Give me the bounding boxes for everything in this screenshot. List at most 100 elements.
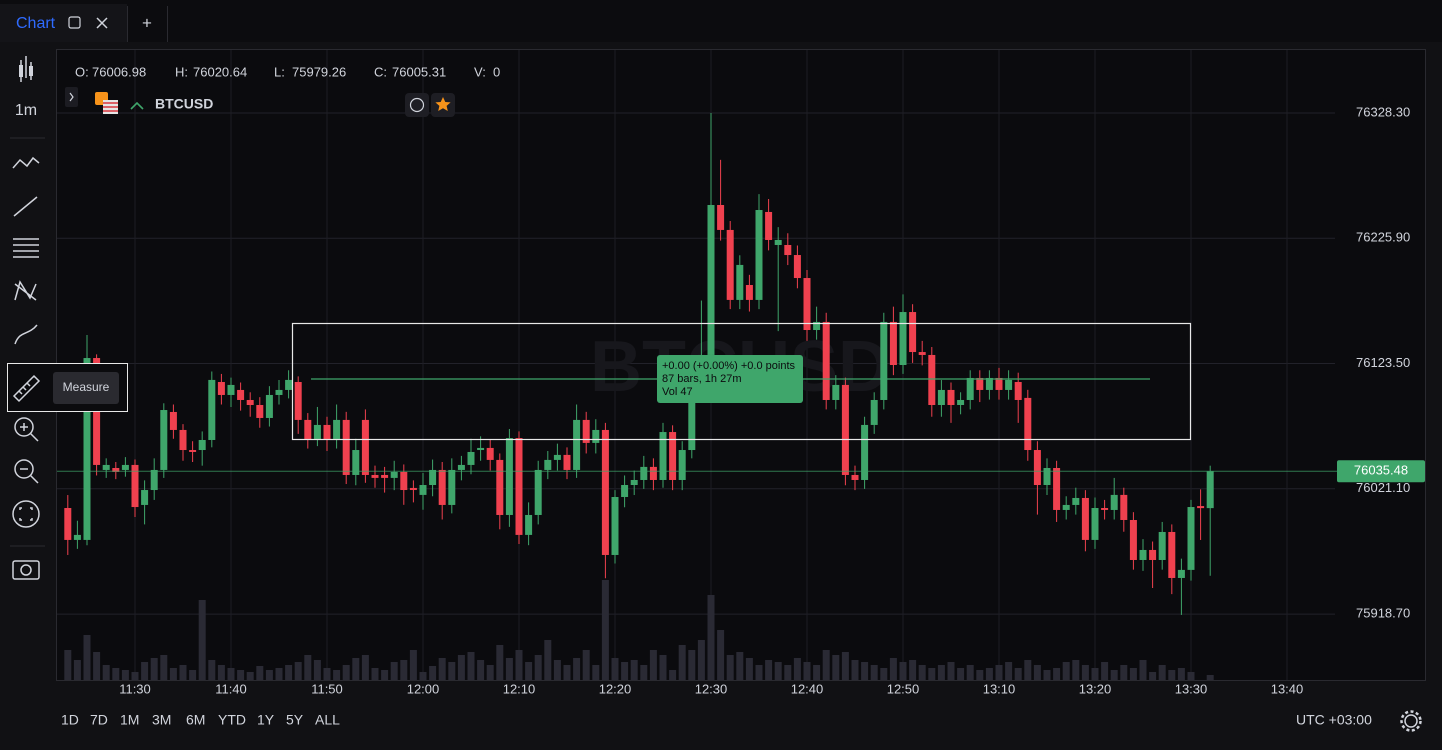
candle-body <box>1081 497 1089 540</box>
volume-bar <box>381 670 389 680</box>
x-tick-label: 12:30 <box>695 681 728 696</box>
volume-bar <box>957 668 965 680</box>
new-tab[interactable]: + <box>142 13 152 32</box>
volume-bar <box>371 668 379 680</box>
candle-body <box>400 471 408 491</box>
candle-body <box>745 284 753 300</box>
volume-bar <box>985 668 993 680</box>
candle-body <box>630 479 638 486</box>
candle-body <box>784 244 792 256</box>
candle-body <box>534 469 542 515</box>
candle-body <box>1129 519 1137 560</box>
volume-bar <box>352 658 360 680</box>
tab[interactable] <box>0 4 127 42</box>
legend-label: H: <box>175 64 188 79</box>
zoom-out-icon[interactable] <box>14 459 34 479</box>
range-button[interactable]: 5Y <box>286 712 304 728</box>
candle-body <box>1120 494 1128 520</box>
x-tick-label: 11:40 <box>215 681 247 696</box>
volume-bar <box>333 670 341 680</box>
range-button[interactable]: 1Y <box>257 712 275 728</box>
info-button[interactable] <box>405 93 429 117</box>
trend-icon[interactable] <box>12 156 40 169</box>
volume-bar <box>294 662 302 680</box>
candle-body <box>813 321 821 331</box>
volume-bar <box>515 650 523 680</box>
candle-body <box>390 471 398 478</box>
volume-bar <box>1024 660 1032 680</box>
settings-icon[interactable] <box>1404 714 1418 728</box>
volume-bar <box>861 662 869 680</box>
volume-bar <box>160 655 168 680</box>
close-icon[interactable] <box>96 17 108 29</box>
legend-label: V: <box>474 64 486 79</box>
tab-title[interactable]: Chart <box>16 15 56 32</box>
volume-bar <box>573 658 581 680</box>
volume-bar <box>361 655 369 680</box>
symbol[interactable]: BTCUSD <box>155 96 213 112</box>
candle-body <box>726 229 734 300</box>
candle-body <box>217 382 225 395</box>
fit-glyph <box>19 507 33 521</box>
collapse-button[interactable] <box>65 87 78 107</box>
volume-bar <box>755 665 763 680</box>
candle-body <box>227 384 235 395</box>
range-button[interactable]: 1M <box>120 712 139 728</box>
volume-bar <box>275 668 283 680</box>
pattern-icon[interactable] <box>14 280 37 301</box>
detach-icon[interactable] <box>68 16 81 29</box>
volume-bar <box>64 650 72 680</box>
zoom-in-icon[interactable] <box>14 417 34 437</box>
timezone[interactable]: UTC +03:00 <box>1296 712 1372 728</box>
up-icon <box>130 101 144 110</box>
candle-body <box>150 469 158 491</box>
y-tick-label: 76225.90 <box>1356 230 1410 245</box>
curve-icon[interactable] <box>14 324 38 345</box>
volume-bar <box>1005 662 1013 680</box>
volume-bar <box>189 670 197 680</box>
volume-bar <box>640 665 648 680</box>
candle-body <box>995 377 1003 390</box>
candle-glyph <box>19 65 23 77</box>
volume-bar <box>313 660 321 680</box>
candle-body <box>457 464 465 470</box>
legend-value: 76005.31 <box>392 64 446 79</box>
price-label: 76035.48 <box>1354 463 1408 478</box>
range-button[interactable]: ALL <box>315 712 340 728</box>
volume-bar <box>285 665 293 680</box>
candle-body <box>717 204 725 230</box>
candle-body <box>803 278 811 331</box>
candle-body <box>208 379 216 440</box>
legend-label: C: <box>374 64 387 79</box>
volume-bar <box>1158 665 1166 680</box>
candle-body <box>438 469 446 505</box>
range-button[interactable]: 1D <box>61 712 79 728</box>
candle-body <box>592 429 600 443</box>
legend-value: 76006.98 <box>92 64 146 79</box>
legend-value: 76020.64 <box>193 64 247 79</box>
volume-bar <box>409 650 417 680</box>
info-icon <box>409 97 425 113</box>
candle-body <box>486 447 494 460</box>
interval[interactable]: 1m <box>15 102 37 119</box>
measure-box[interactable] <box>291 322 1192 441</box>
range-button[interactable]: YTD <box>218 712 246 728</box>
legend-label: L: <box>274 64 285 79</box>
candle-body <box>870 399 878 425</box>
fit-icon[interactable] <box>12 500 40 528</box>
screenshot-icon[interactable] <box>12 560 40 580</box>
x-tick-label: 12:10 <box>503 681 536 696</box>
volume-bar <box>304 655 312 680</box>
candle-body <box>966 377 974 400</box>
range-button[interactable]: 3M <box>152 712 171 728</box>
x-tick-label: 12:50 <box>887 681 920 696</box>
range-button[interactable]: 6M <box>186 712 205 728</box>
fib-icon[interactable] <box>13 238 39 258</box>
candle-body <box>285 379 293 390</box>
volume-bar <box>1053 668 1061 680</box>
zoom-glyph <box>20 423 39 442</box>
volume-bar <box>1129 668 1137 680</box>
line-icon[interactable] <box>13 196 38 217</box>
volume-bar <box>544 640 552 680</box>
range-button[interactable]: 7D <box>90 712 108 728</box>
